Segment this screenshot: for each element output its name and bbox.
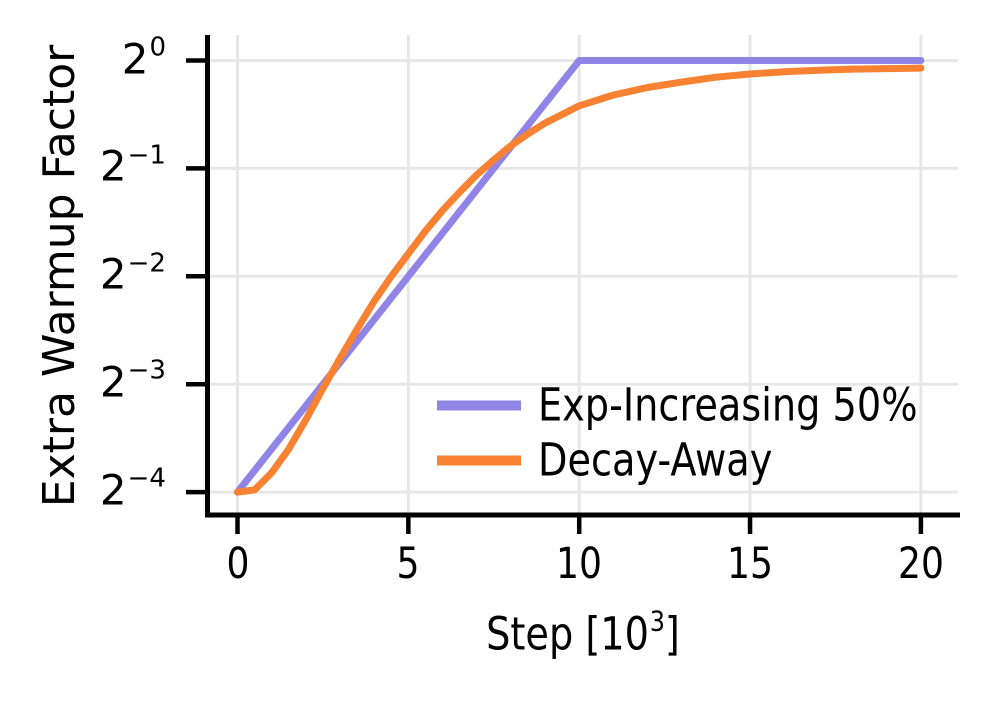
legend-label-decay-away: Decay-Away: [538, 433, 773, 487]
x-tick-label: 15: [727, 539, 774, 589]
data-series: [234, 57, 925, 496]
legend-line-swatch-exp-increasing: [437, 400, 521, 410]
y-tick-label: 2−1: [99, 140, 166, 191]
x-axis-label-tail: ]: [664, 607, 680, 661]
legend-entry-decay-away: Decay-Away: [437, 438, 814, 483]
axis-tick-marks: [186, 58, 924, 534]
legend-entry-exp-increasing: Exp-Increasing 50%: [437, 383, 985, 428]
y-tick-label: 20: [121, 32, 166, 83]
x-tick-label: 5: [396, 539, 420, 589]
x-axis-label-base: Step [10: [486, 607, 649, 661]
x-axis-label: Step [103]: [486, 607, 680, 656]
y-tick-label: 2−3: [99, 355, 166, 407]
legend-label-exp-increasing: Exp-Increasing 50%: [538, 378, 918, 432]
series-line-exp-increasing-50-: [234, 57, 925, 496]
y-tick-label: 2−4: [99, 463, 166, 515]
x-tick-label: 20: [897, 539, 944, 589]
series-line-decay-away: [234, 64, 925, 496]
x-tick-label: 10: [556, 539, 603, 589]
y-tick-label: 2−2: [99, 247, 166, 299]
x-axis-label-exponent: 3: [649, 604, 665, 638]
x-tick-label: 0: [226, 539, 249, 589]
legend-line-swatch-decay-away: [437, 455, 521, 465]
